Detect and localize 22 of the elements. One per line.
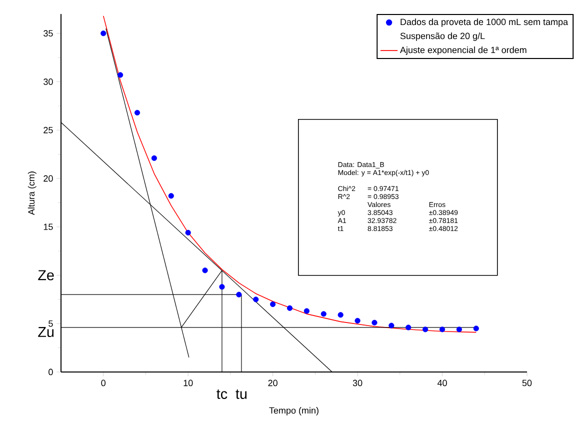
y-tick-label: 5: [48, 320, 53, 327]
x-tick-label: 20: [268, 380, 278, 386]
y-tick-label: 15: [44, 224, 53, 230]
annotation: Suspensão de 20 g/L: [400, 32, 485, 41]
y-tick-label: 20: [44, 175, 53, 182]
text: Ze: [38, 270, 54, 280]
y-axis-title: Altura (cm): [28, 172, 36, 215]
annotation: Zu: [38, 327, 54, 338]
annotation: tc: [216, 390, 228, 399]
x-axis-title: Tempo (min): [269, 407, 318, 416]
x-tick-label: 0: [101, 380, 106, 386]
annotation: tu: [236, 390, 247, 399]
x-tick-label: 30: [352, 380, 362, 386]
x-tick-label: 10: [184, 380, 193, 386]
x-tick-label: 50: [522, 380, 532, 386]
legend-label: Dados da proveta de 1000 mL sem tampa: [400, 18, 568, 27]
y-tick-label: 0: [48, 368, 53, 376]
y-tick-label: 25: [44, 126, 53, 134]
legend-label: Ajuste exponencial de 1ª ordem: [400, 46, 526, 55]
y-tick-label: 35: [44, 30, 53, 37]
y-tick-label: 30: [44, 78, 53, 85]
x-tick-label: 40: [437, 380, 447, 386]
